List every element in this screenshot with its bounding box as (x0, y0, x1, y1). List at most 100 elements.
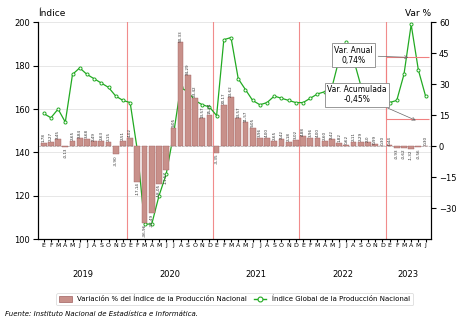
Bar (315, 138, 320, 146)
Bar (279, 139, 284, 146)
Bar (322, 141, 328, 146)
Bar (214, 146, 219, 153)
Bar (236, 118, 241, 146)
Text: Fuente: Instituto Nacional de Estadística e Informática.: Fuente: Instituto Nacional de Estadístic… (5, 311, 198, 317)
Bar (171, 128, 176, 146)
Bar (250, 128, 255, 146)
Text: -0,13: -0,13 (64, 147, 67, 158)
Bar (106, 142, 111, 146)
Text: 4,00: 4,00 (316, 129, 319, 137)
Bar (272, 141, 277, 146)
Text: 23,62: 23,62 (229, 85, 233, 97)
Text: 2,29: 2,29 (359, 132, 363, 141)
Bar (257, 138, 263, 146)
Text: 9,05: 9,05 (251, 118, 255, 127)
Text: 15,24: 15,24 (208, 103, 211, 114)
Text: -36,96: -36,96 (143, 223, 146, 236)
Text: 0,44: 0,44 (388, 136, 392, 145)
Bar (365, 142, 371, 146)
Bar (127, 138, 133, 146)
Text: 11,57: 11,57 (244, 110, 247, 122)
Text: 2,0: 2,0 (366, 135, 370, 142)
Bar (394, 146, 400, 148)
Bar (149, 146, 155, 213)
Text: 3,02: 3,02 (294, 130, 298, 139)
Bar (286, 142, 292, 146)
Text: 0,30: 0,30 (380, 136, 384, 145)
Text: -3,35: -3,35 (215, 154, 219, 165)
Text: 2,15: 2,15 (107, 132, 110, 141)
Text: -0,93: -0,93 (395, 149, 399, 160)
Text: 2019: 2019 (73, 270, 94, 278)
Text: -18,05: -18,05 (157, 184, 161, 197)
Text: 3,42: 3,42 (280, 130, 283, 138)
Text: 20,17: 20,17 (222, 93, 226, 104)
Text: -17,14: -17,14 (136, 182, 139, 195)
Bar (164, 146, 169, 170)
Text: 0,62: 0,62 (344, 135, 348, 145)
Bar (358, 142, 364, 146)
Text: 3,45: 3,45 (56, 130, 60, 138)
Bar (156, 146, 162, 183)
Text: 3,68: 3,68 (85, 129, 89, 138)
Bar (344, 145, 349, 146)
Bar (416, 146, 421, 147)
Bar (336, 143, 342, 146)
Text: 2,60: 2,60 (323, 131, 327, 140)
Text: -32,49: -32,49 (150, 214, 154, 227)
Text: 2022: 2022 (332, 270, 353, 278)
Bar (192, 98, 198, 146)
Text: 0,30: 0,30 (424, 136, 428, 145)
Text: 2,65: 2,65 (272, 131, 276, 140)
Text: 13,57: 13,57 (236, 106, 240, 118)
Bar (70, 141, 75, 146)
Bar (401, 146, 407, 148)
Text: 2,49: 2,49 (92, 131, 96, 141)
Text: 2023: 2023 (397, 270, 418, 278)
Text: -1,32: -1,32 (409, 150, 413, 160)
Legend: Variación % del Índice de la Producción Nacional, Índice Global de la Producción: Variación % del Índice de la Producción … (56, 293, 413, 305)
Text: 23,42: 23,42 (193, 86, 197, 97)
Bar (408, 146, 414, 149)
Text: Var %: Var % (405, 9, 431, 18)
Bar (329, 139, 335, 146)
Bar (91, 141, 97, 146)
Text: -0,56: -0,56 (416, 148, 420, 159)
Text: 1,78: 1,78 (42, 133, 46, 142)
Bar (113, 146, 118, 154)
Text: 3,96: 3,96 (308, 128, 312, 137)
Bar (200, 118, 205, 146)
Bar (77, 138, 82, 146)
Text: 4,00: 4,00 (265, 129, 269, 137)
Text: 2020: 2020 (159, 270, 180, 278)
Bar (185, 76, 191, 146)
Text: -11,57: -11,57 (164, 171, 168, 184)
Text: 50,33: 50,33 (179, 30, 182, 42)
Text: 3,84: 3,84 (78, 129, 82, 138)
Text: 2,11: 2,11 (352, 132, 356, 141)
Text: 34,29: 34,29 (186, 63, 190, 75)
Text: Índice: Índice (38, 9, 65, 18)
Text: Var. Anual
0,74%: Var. Anual 0,74% (334, 46, 408, 65)
Text: 2021: 2021 (246, 270, 267, 278)
Bar (135, 146, 140, 182)
Bar (243, 122, 248, 146)
Text: 3,96: 3,96 (258, 128, 262, 137)
Text: 2,65: 2,65 (71, 131, 74, 140)
Text: 9,05: 9,05 (172, 118, 175, 127)
Bar (372, 144, 378, 146)
Text: 2,51: 2,51 (121, 131, 125, 140)
Bar (178, 42, 183, 146)
Text: 0,99: 0,99 (373, 135, 377, 144)
Bar (221, 105, 227, 146)
Bar (84, 139, 90, 146)
Text: Var. Acumulada
-0,45%: Var. Acumulada -0,45% (328, 85, 415, 120)
Bar (55, 139, 61, 146)
Bar (308, 138, 313, 146)
Text: 4,02: 4,02 (128, 128, 132, 137)
Bar (387, 145, 392, 146)
Text: 1,82: 1,82 (337, 133, 341, 142)
Bar (207, 115, 212, 146)
Bar (264, 138, 270, 146)
Text: 4,88: 4,88 (301, 127, 305, 136)
